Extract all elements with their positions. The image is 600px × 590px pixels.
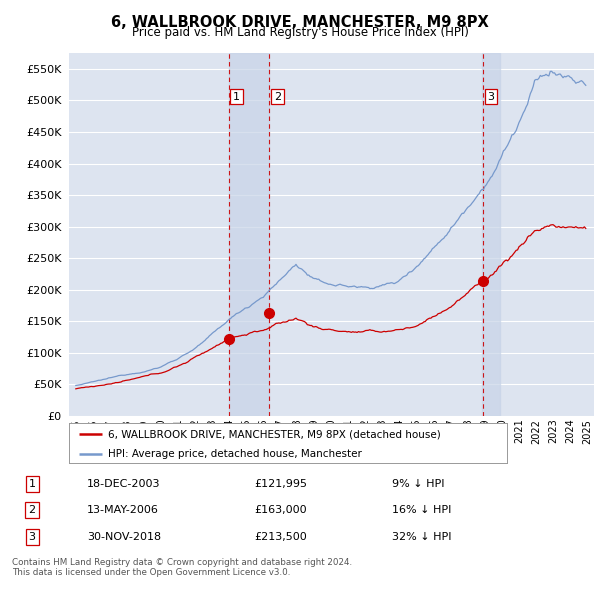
Bar bbox=[482, 53, 500, 416]
Text: 2: 2 bbox=[274, 91, 281, 101]
Text: 1: 1 bbox=[29, 479, 35, 489]
Text: 6, WALLBROOK DRIVE, MANCHESTER, M9 8PX: 6, WALLBROOK DRIVE, MANCHESTER, M9 8PX bbox=[111, 15, 489, 30]
Text: 2: 2 bbox=[29, 506, 36, 515]
Bar bbox=[229, 53, 269, 416]
Text: £121,995: £121,995 bbox=[254, 479, 307, 489]
Text: HPI: Average price, detached house, Manchester: HPI: Average price, detached house, Manc… bbox=[109, 450, 362, 460]
Text: Price paid vs. HM Land Registry's House Price Index (HPI): Price paid vs. HM Land Registry's House … bbox=[131, 26, 469, 39]
Text: 3: 3 bbox=[488, 91, 494, 101]
Text: 18-DEC-2003: 18-DEC-2003 bbox=[87, 479, 160, 489]
Text: 13-MAY-2006: 13-MAY-2006 bbox=[87, 506, 159, 515]
Text: Contains HM Land Registry data © Crown copyright and database right 2024.
This d: Contains HM Land Registry data © Crown c… bbox=[12, 558, 352, 577]
Text: 3: 3 bbox=[29, 532, 35, 542]
Text: £213,500: £213,500 bbox=[254, 532, 307, 542]
Text: 16% ↓ HPI: 16% ↓ HPI bbox=[392, 506, 452, 515]
Text: 30-NOV-2018: 30-NOV-2018 bbox=[87, 532, 161, 542]
Text: 32% ↓ HPI: 32% ↓ HPI bbox=[392, 532, 452, 542]
Text: £163,000: £163,000 bbox=[254, 506, 307, 515]
Text: 6, WALLBROOK DRIVE, MANCHESTER, M9 8PX (detached house): 6, WALLBROOK DRIVE, MANCHESTER, M9 8PX (… bbox=[109, 430, 441, 440]
Text: 1: 1 bbox=[233, 91, 240, 101]
Text: 9% ↓ HPI: 9% ↓ HPI bbox=[392, 479, 445, 489]
